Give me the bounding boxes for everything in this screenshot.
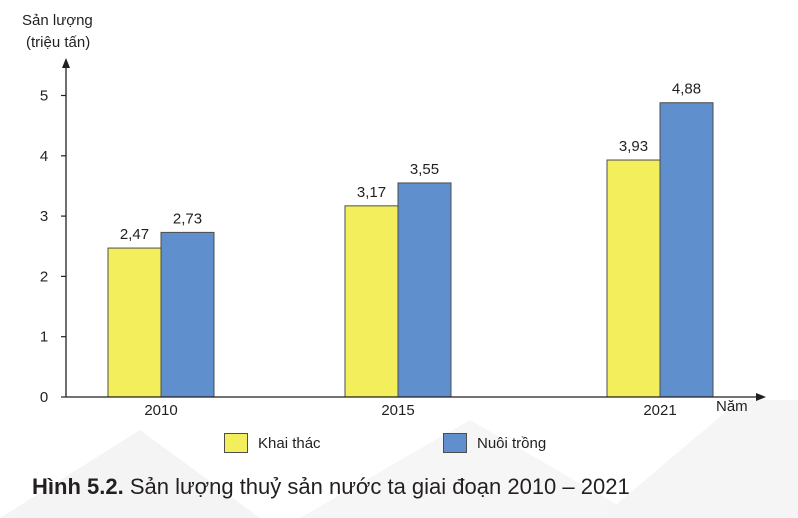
bar-khai-thac-2010 xyxy=(107,247,162,398)
bar-nuoi-trong-2010 xyxy=(160,231,215,398)
data-label-nuoi-trong-2010: 2,73 xyxy=(173,210,202,227)
x-axis-title: Năm xyxy=(716,398,748,415)
bar-nuoi-trong-2015 xyxy=(397,182,452,398)
caption-text: Sản lượng thuỷ sản nước ta giai đoạn 201… xyxy=(129,474,630,499)
legend-item-khai-thac: Khai thác xyxy=(224,433,321,453)
y-tick-label-4: 4 xyxy=(40,148,48,165)
data-label-nuoi-trong-2021: 4,88 xyxy=(672,81,701,98)
x-axis-arrow-icon xyxy=(756,393,766,401)
data-label-khai-thac-2021: 3,93 xyxy=(619,138,648,155)
bar-khai-thac-2021 xyxy=(606,159,661,398)
x-tick-label-2021: 2021 xyxy=(643,402,676,419)
y-axis-title-line1: Sản lượng xyxy=(22,12,93,29)
y-tick-label-5: 5 xyxy=(40,88,48,105)
y-tick-label-3: 3 xyxy=(40,208,48,225)
legend-label-nuoi-trong: Nuôi trồng xyxy=(477,434,547,452)
caption-number: Hình 5.2. xyxy=(32,474,124,499)
legend-swatch-nuoi-trong xyxy=(443,433,467,453)
bar-nuoi-trong-2021 xyxy=(659,102,714,398)
bar-khai-thac-2015 xyxy=(344,205,399,398)
data-label-khai-thac-2010: 2,47 xyxy=(120,226,149,243)
data-label-nuoi-trong-2015: 3,55 xyxy=(410,161,439,178)
x-tick-label-2010: 2010 xyxy=(144,402,177,419)
legend-label-khai-thac: Khai thác xyxy=(258,434,321,452)
legend-item-nuoi-trong: Nuôi trồng xyxy=(443,433,546,453)
y-axis-title-line2: (triệu tấn) xyxy=(26,34,91,51)
y-axis-arrow-icon xyxy=(62,58,70,68)
legend-swatch-khai-thac xyxy=(224,433,248,453)
y-tick-label-2: 2 xyxy=(40,268,48,285)
data-label-khai-thac-2015: 3,17 xyxy=(357,184,386,201)
figure-caption: Hình 5.2. Sản lượng thuỷ sản nước ta gia… xyxy=(32,474,630,500)
y-tick-label-1: 1 xyxy=(40,329,48,346)
y-tick-label-0: 0 xyxy=(40,389,48,406)
x-tick-label-2015: 2015 xyxy=(381,402,414,419)
